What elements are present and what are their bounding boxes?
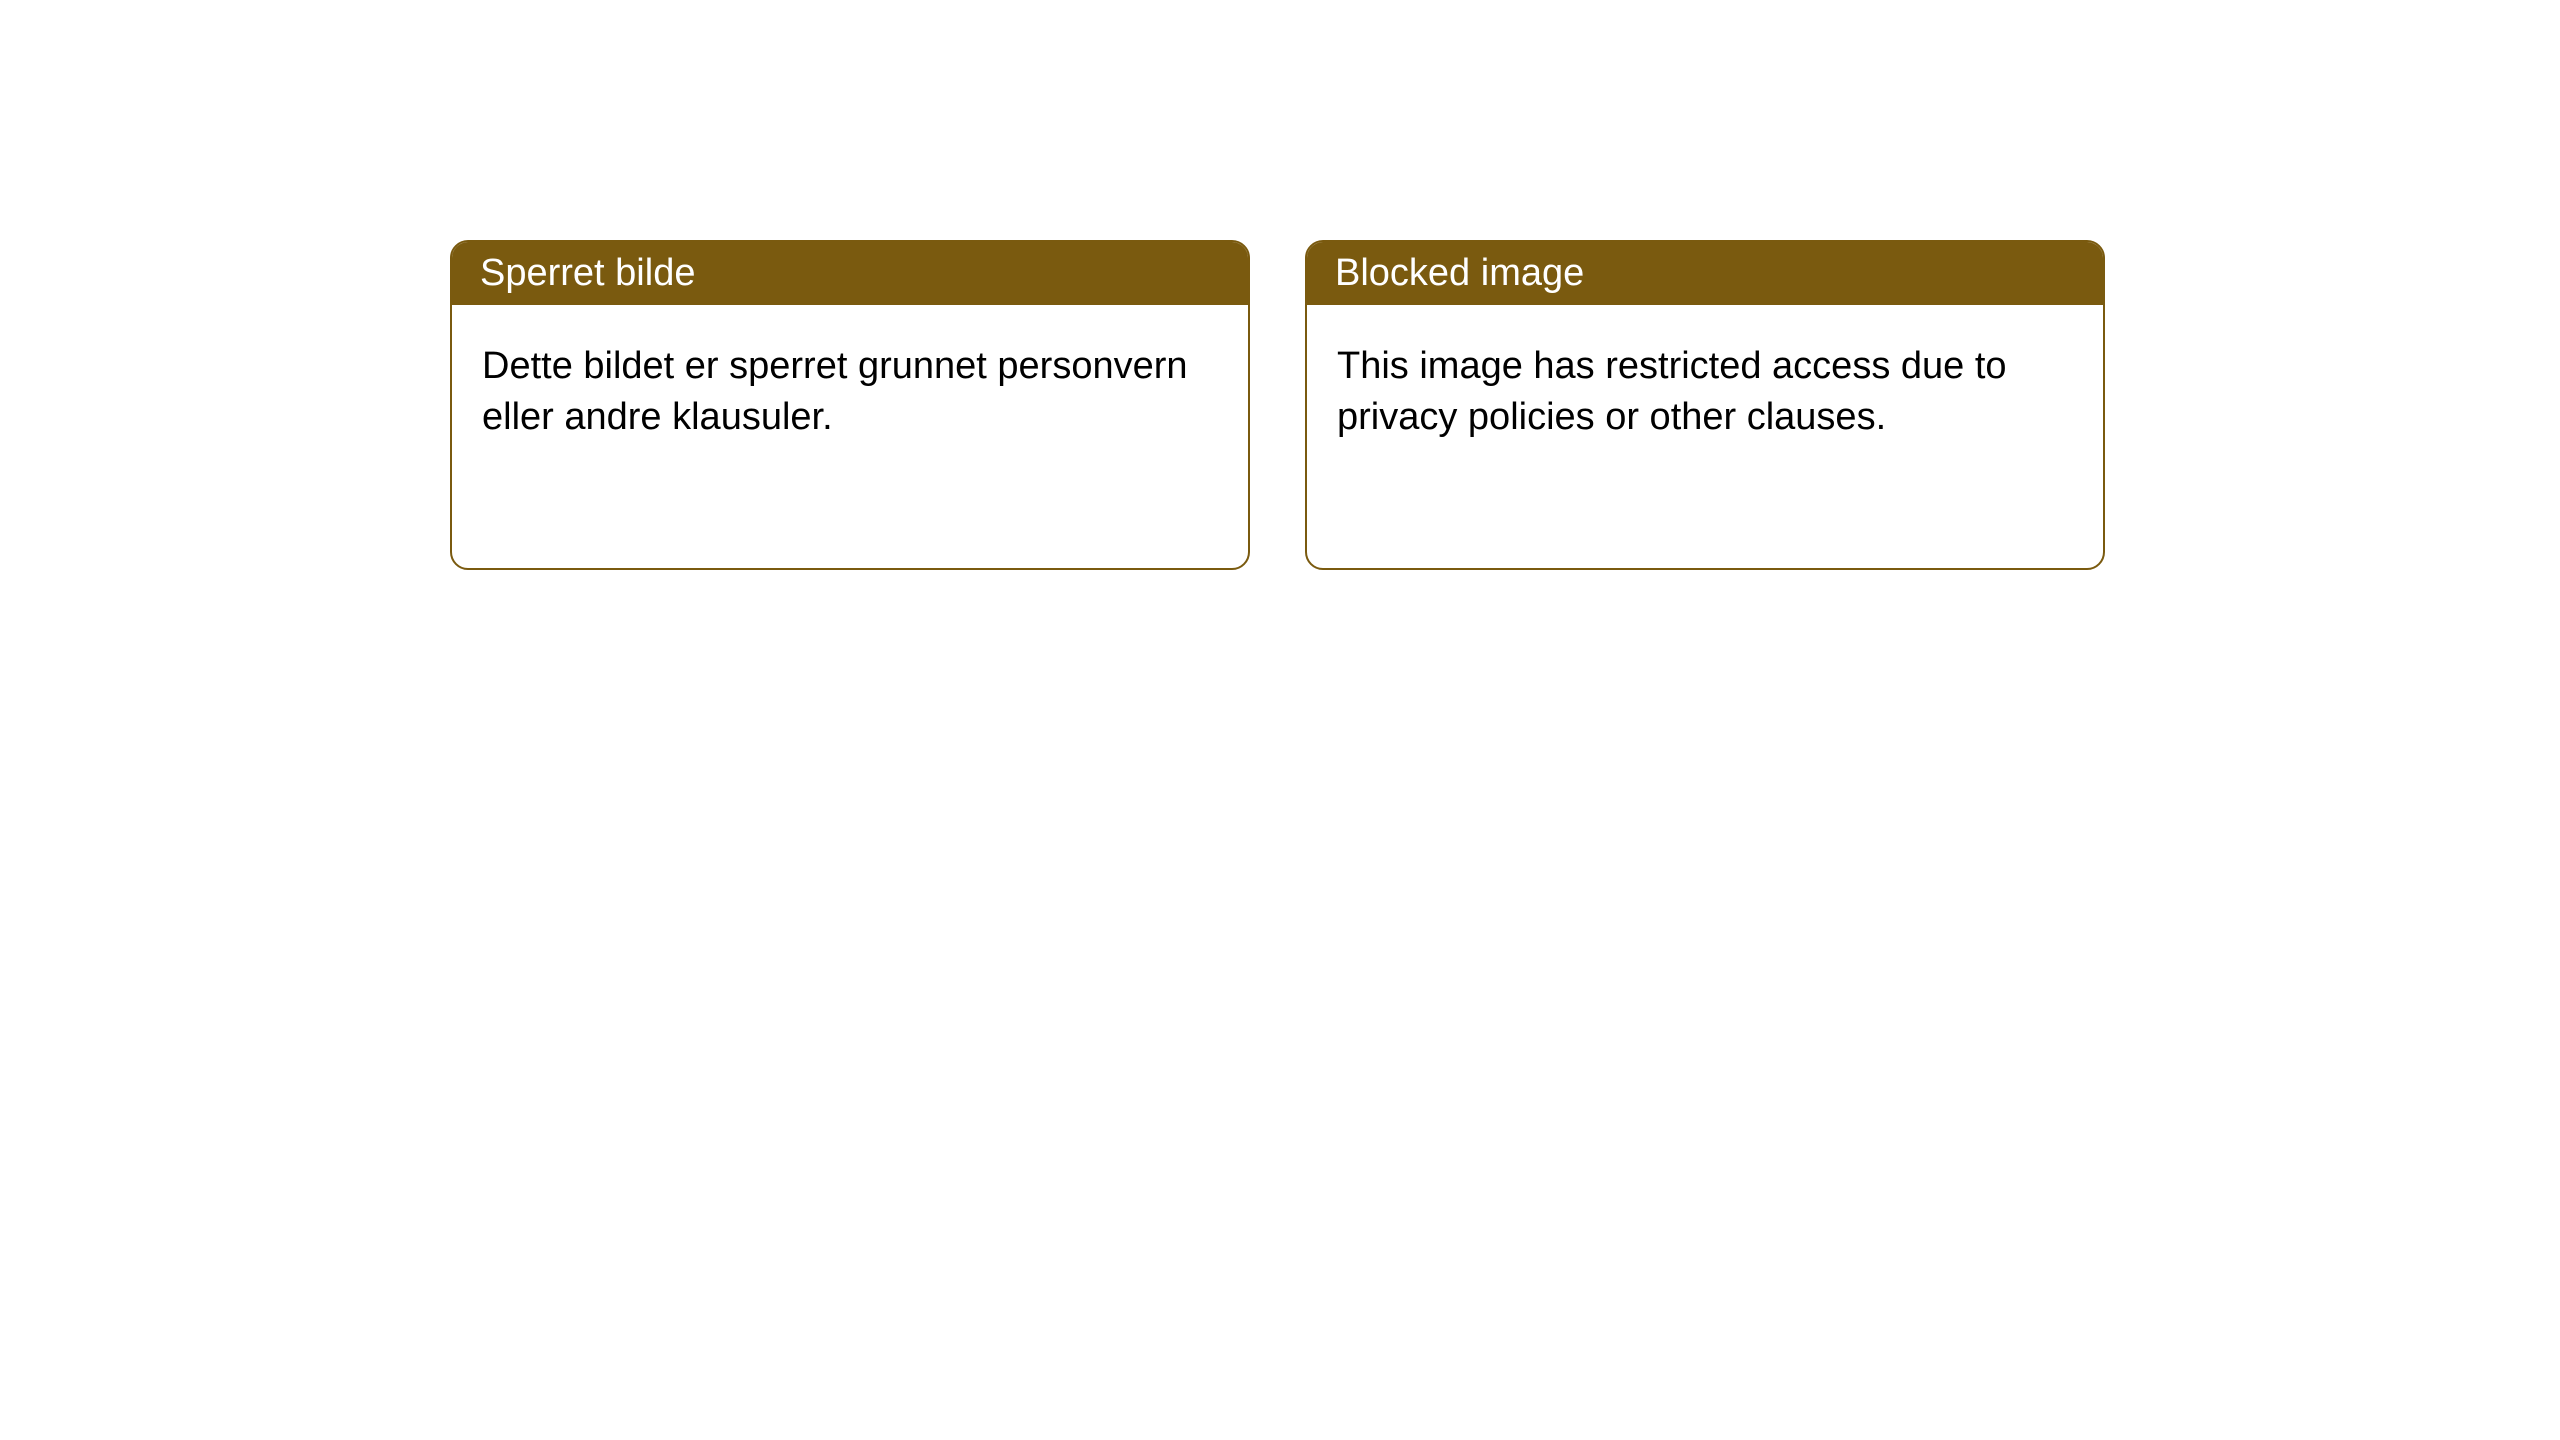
notice-card-title: Sperret bilde xyxy=(452,242,1248,305)
notice-cards-container: Sperret bilde Dette bildet er sperret gr… xyxy=(450,240,2560,570)
notice-card-norwegian: Sperret bilde Dette bildet er sperret gr… xyxy=(450,240,1250,570)
notice-card-body: This image has restricted access due to … xyxy=(1307,305,2103,480)
notice-card-english: Blocked image This image has restricted … xyxy=(1305,240,2105,570)
notice-card-title: Blocked image xyxy=(1307,242,2103,305)
notice-card-body: Dette bildet er sperret grunnet personve… xyxy=(452,305,1248,480)
